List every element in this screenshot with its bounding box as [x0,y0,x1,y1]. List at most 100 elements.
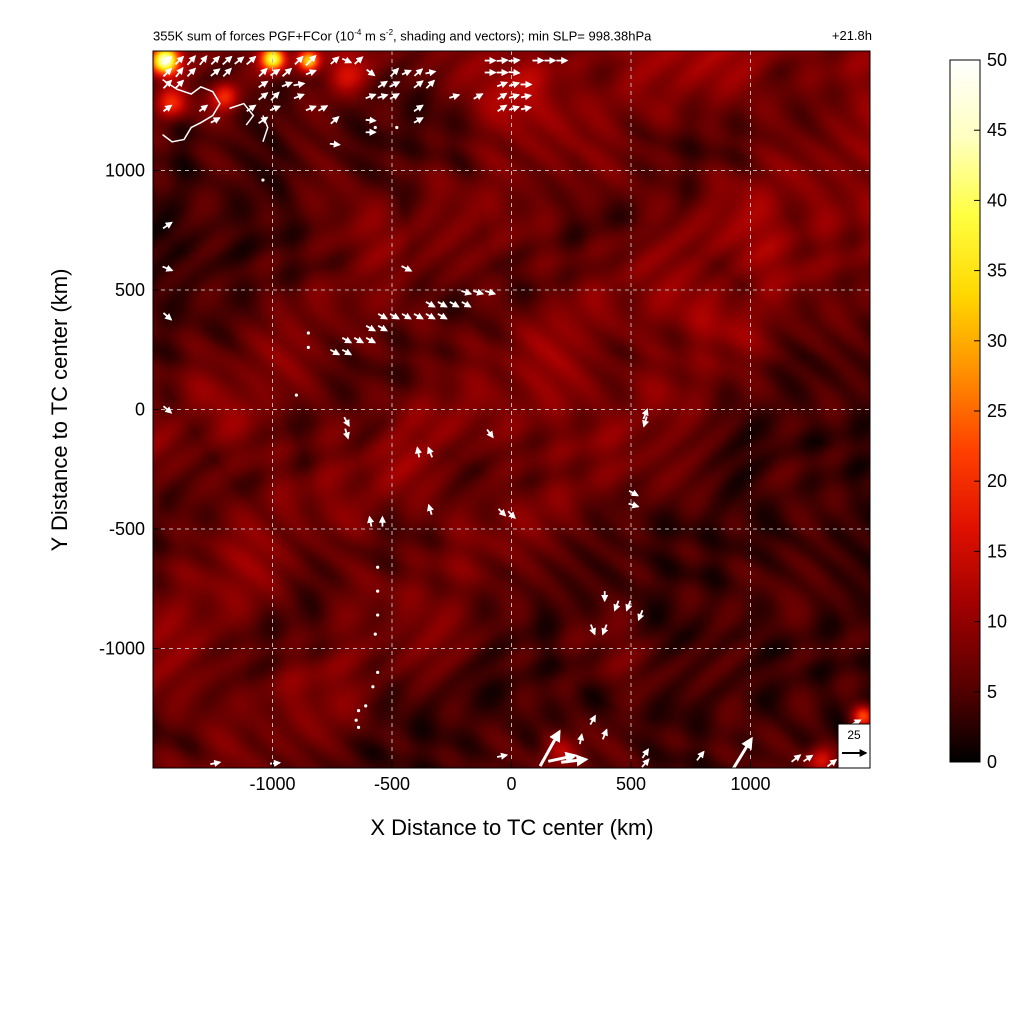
marker-dot [294,393,298,397]
force-vector [270,759,282,767]
force-vector [294,55,304,66]
colorbar-tick-label: 0 [987,752,997,772]
force-vector [305,105,317,112]
force-vector [826,758,838,768]
force-vector [162,104,173,112]
y-tick-label: 500 [115,280,145,300]
force-vector [365,336,377,344]
force-vector [425,69,437,77]
force-vector [162,312,173,321]
force-vector [637,609,645,622]
chart-title: 355K sum of forces PGF+FCor (10-4 m s-2,… [153,28,652,44]
force-vector [281,67,293,78]
force-vector [377,80,388,89]
marker-dot [373,632,377,636]
force-vector [589,714,596,725]
marker-dot [261,178,265,182]
y-axis-ticks: -1000 -500 0 500 1000 [99,161,159,659]
force-vector [496,752,509,760]
force-vector [497,508,507,517]
marker-dot [306,345,310,349]
x-axis-ticks: -1000 -500 0 500 1000 [249,762,771,794]
force-vector [508,68,521,77]
force-vector [246,104,257,112]
force-vector [377,93,389,101]
force-vector [507,510,516,520]
force-vector [317,105,329,112]
force-vector [210,68,221,77]
force-vector [425,79,436,89]
force-vector [305,69,317,77]
force-vector [427,503,434,515]
force-vector [174,79,185,89]
force-vector [601,624,609,636]
force-vector [341,348,353,356]
force-vector [270,91,280,101]
force-vector [437,300,448,308]
force-vector [520,104,533,113]
force-vectors [162,54,862,768]
force-vector [427,446,434,458]
force-vector [642,416,650,428]
colorbar-tick-label: 15 [987,541,1007,561]
force-vector [625,600,633,612]
y-tick-label: -1000 [99,639,145,659]
marker-dot [364,704,368,708]
force-vector [365,324,377,332]
force-vector [497,104,508,112]
force-vector [401,312,412,320]
force-vector [449,93,461,101]
force-vector [497,92,508,101]
force-vector [175,67,184,78]
force-vector [186,67,197,77]
force-vector [401,265,413,272]
marker-dots [261,125,399,729]
force-vector [538,729,561,767]
force-vector [305,54,317,66]
x-tick-label: 0 [506,774,516,794]
force-vector [341,336,353,344]
force-vector [329,348,341,356]
force-vector [377,324,389,332]
colorbar-ticks: 0 5 10 15 20 25 30 35 40 45 50 [974,50,1007,772]
force-vector [461,300,472,308]
force-vector [437,312,448,320]
force-vector [270,68,281,77]
force-vector [791,754,802,763]
force-vector [496,81,509,89]
colorbar: 0 5 10 15 20 25 30 35 40 45 50 [949,50,1007,772]
marker-dot [395,125,399,130]
x-tick-label: 500 [616,774,646,794]
force-vector [413,104,424,112]
force-vector [198,104,209,112]
force-vector [389,67,400,77]
y-tick-label: 1000 [105,161,145,181]
marker-dot [306,331,310,335]
force-vector [560,754,589,767]
colorbar-tick-label: 40 [987,190,1007,210]
force-vector [508,81,521,89]
marker-dot [376,670,380,675]
force-vector [449,300,460,308]
force-vector [258,116,269,124]
force-vector [547,751,578,764]
force-vector [365,93,377,100]
force-vector [210,117,221,124]
force-vector [329,140,341,148]
heatmap-field [153,51,870,768]
force-vector [496,57,509,65]
marker-dot [373,125,377,130]
force-vector [162,79,173,89]
force-vector [162,264,174,272]
force-vector [210,55,220,66]
force-vector [162,55,173,66]
force-vector [613,600,621,612]
force-vector [577,733,585,745]
force-vector [696,750,705,761]
x-tick-label: -500 [374,774,410,794]
colorbar-tick-label: 30 [987,331,1007,351]
marker-dot [376,589,380,593]
force-vector [366,68,376,77]
force-vector [210,759,222,767]
